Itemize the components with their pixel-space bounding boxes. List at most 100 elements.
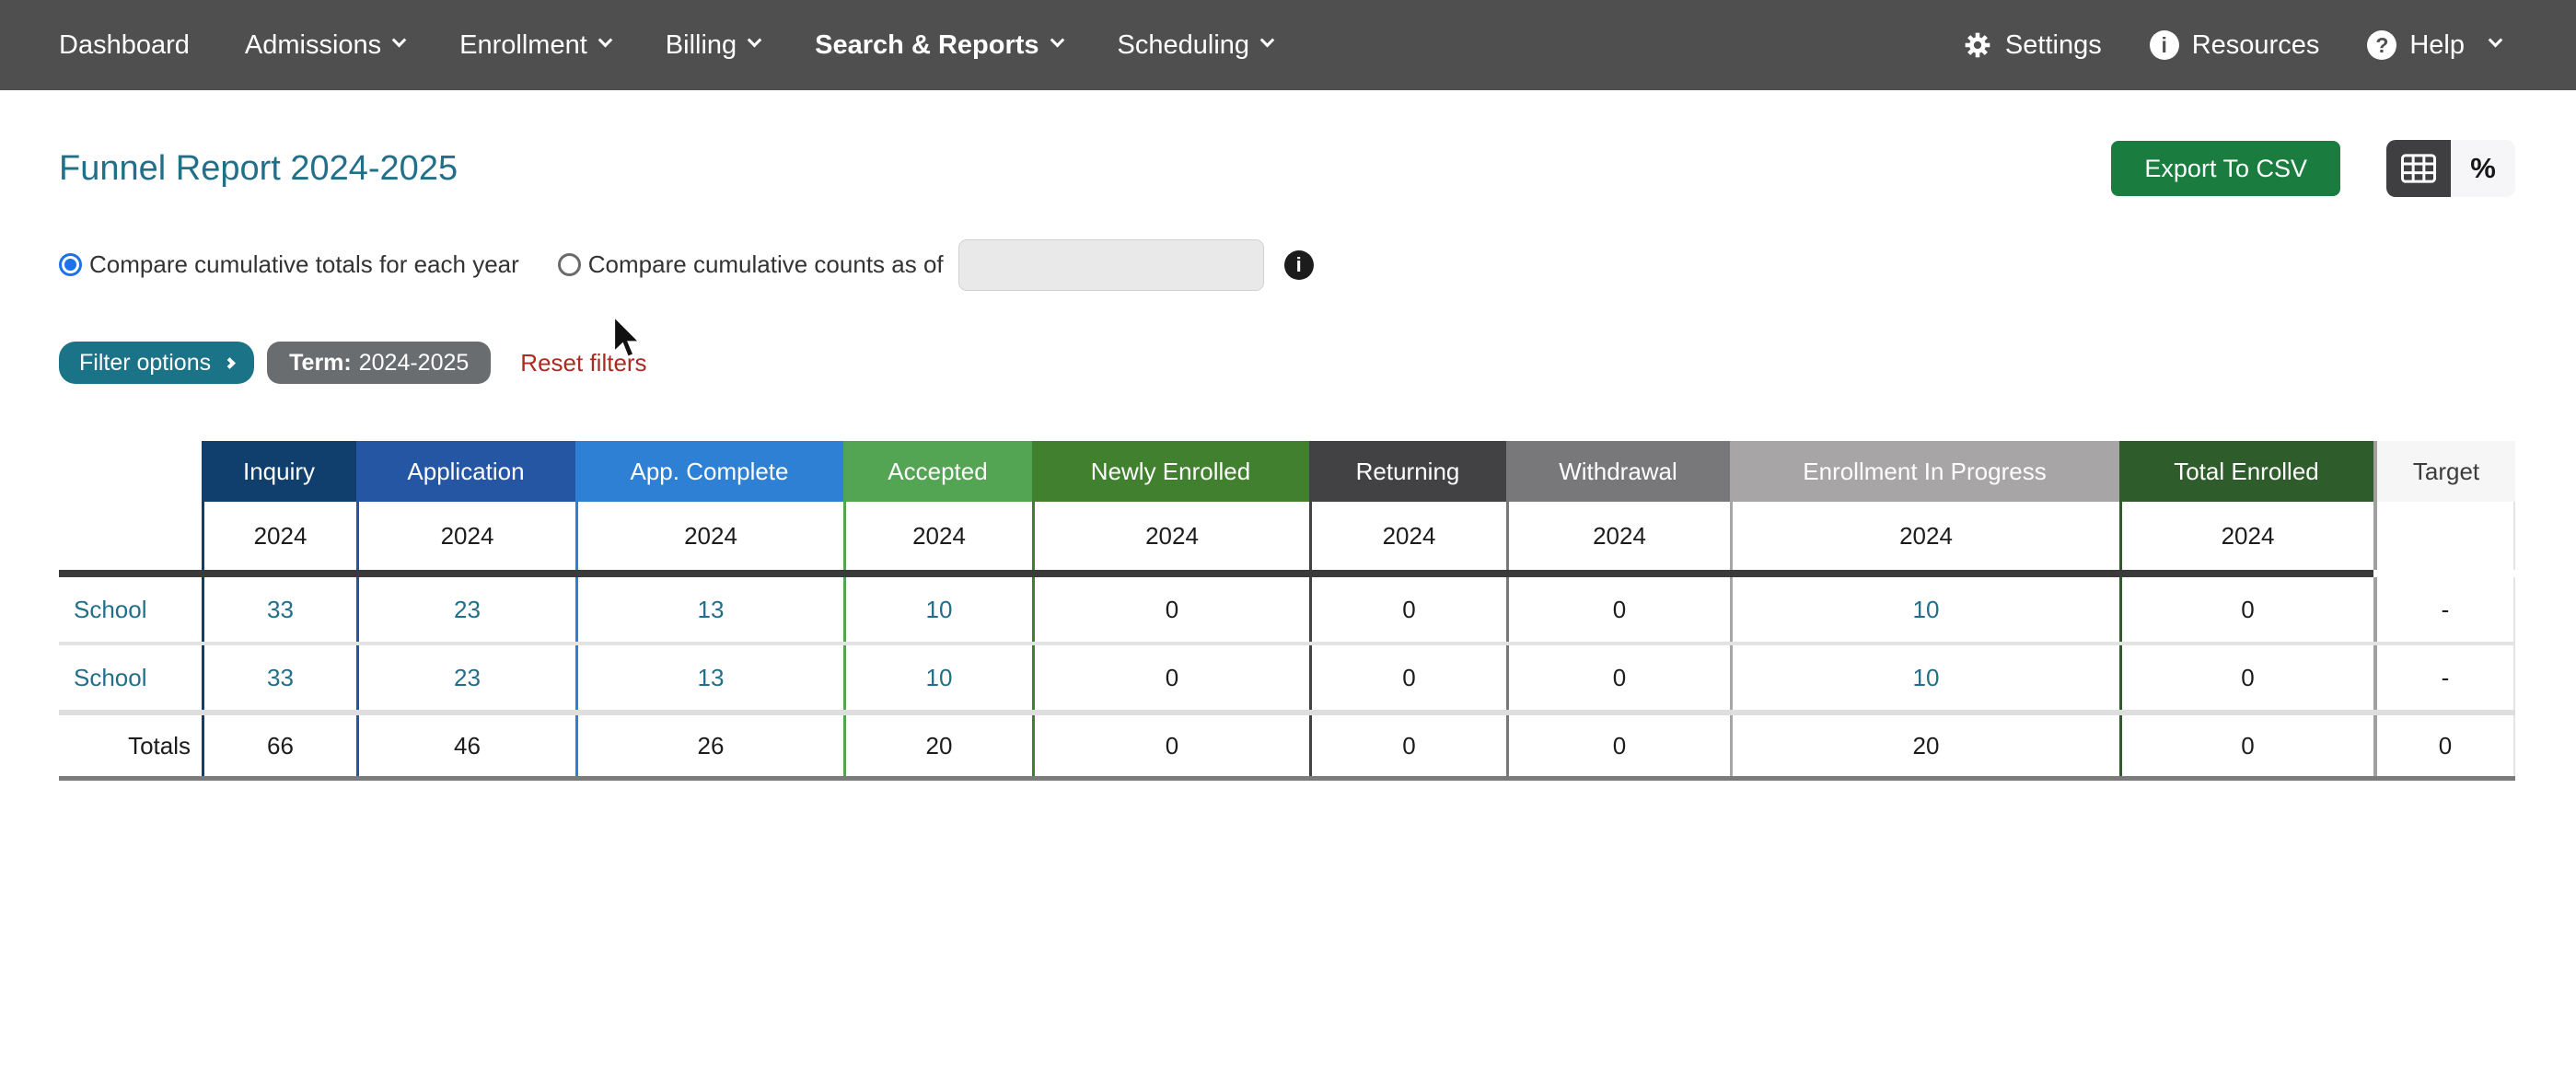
year-cell-empty [2373, 502, 2515, 570]
gear-icon [1965, 32, 1990, 58]
row-divider [59, 642, 2515, 645]
utility-nav: Settings i Resources ? Help [1943, 0, 2521, 90]
nav-settings[interactable]: Settings [1943, 0, 2122, 90]
reset-filters-link[interactable]: Reset filters [520, 348, 647, 377]
nav-item-dashboard[interactable]: Dashboard [31, 0, 217, 90]
nav-item-search-reports[interactable]: Search & Reports [787, 0, 1089, 90]
year-cell: 2024 [1309, 502, 1506, 570]
cell-total-enrolled: 0 [2119, 645, 2373, 710]
cell-accepted: 10 [843, 577, 1032, 642]
count-link[interactable]: 10 [1912, 663, 1940, 691]
header-divider [59, 570, 2373, 577]
count-link[interactable]: 10 [925, 595, 953, 623]
cell-enrollment-in-progress: 10 [1730, 645, 2119, 710]
chevron-down-icon [1050, 32, 1064, 47]
compare-counts-option[interactable]: Compare cumulative counts as of [557, 250, 944, 279]
view-mode-toggle: % [2386, 140, 2515, 197]
count-link[interactable]: 23 [454, 595, 481, 623]
table-totals-row: Totals 66 46 26 20 0 0 0 20 0 0 [59, 715, 2515, 776]
table-bottom-border [59, 776, 2515, 781]
radio-dot [64, 259, 76, 271]
column-header-enrollment-in-progress: Enrollment In Progress [1730, 441, 2119, 502]
count-link[interactable]: 33 [267, 595, 294, 623]
cell-application: 23 [356, 645, 575, 710]
count-link[interactable]: 13 [697, 663, 725, 691]
cell-returning: 0 [1309, 645, 1506, 710]
year-cell: 2024 [356, 502, 575, 570]
school-link[interactable]: School [74, 595, 147, 623]
year-cell: 2024 [843, 502, 1032, 570]
total-withdrawal: 0 [1506, 715, 1730, 776]
cell-withdrawal: 0 [1506, 577, 1730, 642]
compare-totals-label[interactable]: Compare cumulative totals for each year [89, 250, 519, 278]
cell-application: 23 [356, 577, 575, 642]
header-actions: Export To CSV % [2111, 140, 2515, 197]
chevron-down-icon [747, 32, 762, 47]
column-header-returning: Returning [1309, 441, 1506, 502]
cell-app-complete: 13 [575, 645, 843, 710]
as-of-date-input[interactable] [957, 238, 1264, 291]
nav-item-scheduling[interactable]: Scheduling [1090, 0, 1301, 90]
filter-options-button[interactable]: Filter options [59, 342, 255, 384]
cell-inquiry: 33 [202, 645, 356, 710]
nav-label: Resources [2191, 29, 2320, 60]
count-link[interactable]: 10 [1912, 595, 1940, 623]
table-year-row: 2024 2024 2024 2024 2024 2024 2024 2024 … [59, 502, 2515, 570]
chevron-right-icon [224, 356, 236, 369]
chevron-down-icon [1259, 32, 1275, 47]
nav-resources[interactable]: i Resources [2129, 0, 2340, 90]
nav-item-admissions[interactable]: Admissions [217, 0, 432, 90]
nav-help[interactable]: ? Help [2347, 0, 2521, 90]
cell-target: - [2373, 577, 2515, 642]
count-link[interactable]: 33 [267, 663, 294, 691]
chevron-down-icon [391, 32, 407, 47]
compare-totals-option[interactable]: Compare cumulative totals for each year [59, 250, 519, 279]
nav-label: Settings [2004, 29, 2102, 60]
count-link[interactable]: 10 [925, 663, 953, 691]
count-link[interactable]: 23 [454, 663, 481, 691]
nav-label: Enrollment [459, 29, 587, 60]
header-spacer [59, 441, 202, 502]
table-view-button[interactable] [2386, 140, 2451, 197]
total-app-complete: 26 [575, 715, 843, 776]
table-row: School 33 23 13 10 0 0 0 10 0 - [59, 645, 2515, 710]
total-returning: 0 [1309, 715, 1506, 776]
cell-inquiry: 33 [202, 577, 356, 642]
column-header-newly-enrolled: Newly Enrolled [1032, 441, 1309, 502]
school-link[interactable]: School [74, 663, 147, 691]
export-to-csv-button[interactable]: Export To CSV [2111, 141, 2340, 196]
cell-target: - [2373, 645, 2515, 710]
nav-label: Admissions [244, 29, 382, 60]
cell-app-complete: 13 [575, 577, 843, 642]
year-cell: 2024 [1730, 502, 2119, 570]
count-link[interactable]: 13 [697, 595, 725, 623]
year-cell: 2024 [1506, 502, 1730, 570]
term-chip-label: Term: [289, 349, 352, 376]
percent-view-button[interactable]: % [2451, 140, 2515, 197]
nav-item-enrollment[interactable]: Enrollment [432, 0, 638, 90]
term-filter-chip[interactable]: Term: 2024-2025 [267, 342, 492, 384]
cell-enrollment-in-progress: 10 [1730, 577, 2119, 642]
radio-button-selected[interactable] [59, 253, 82, 276]
year-spacer [59, 502, 202, 570]
nav-item-billing[interactable]: Billing [638, 0, 787, 90]
question-circle-icon: ? [2367, 30, 2397, 60]
year-cell: 2024 [575, 502, 843, 570]
info-circle-icon: i [2149, 30, 2179, 60]
nav-label: Help [2409, 29, 2465, 60]
total-application: 46 [356, 715, 575, 776]
radio-button-unselected[interactable] [557, 253, 581, 276]
total-target: 0 [2373, 715, 2515, 776]
column-header-accepted: Accepted [843, 441, 1032, 502]
row-label-school: School [59, 577, 202, 642]
info-icon[interactable]: i [1283, 249, 1314, 280]
main-content: Funnel Report 2024-2025 Export To CSV % … [0, 140, 2576, 781]
year-cell: 2024 [202, 502, 356, 570]
nav-label: Dashboard [59, 29, 190, 60]
cell-withdrawal: 0 [1506, 645, 1730, 710]
compare-counts-label[interactable]: Compare cumulative counts as of [587, 250, 944, 278]
total-accepted: 20 [843, 715, 1032, 776]
cell-newly-enrolled: 0 [1032, 577, 1309, 642]
column-header-app-complete: App. Complete [575, 441, 843, 502]
column-header-application: Application [356, 441, 575, 502]
